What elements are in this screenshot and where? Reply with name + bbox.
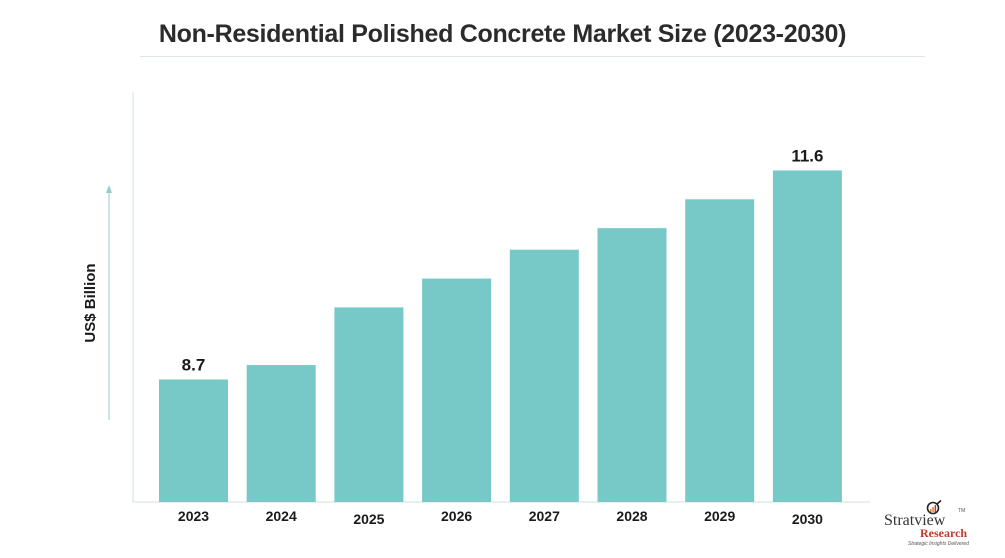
title-divider — [140, 56, 925, 57]
y-arrow-head — [106, 185, 112, 193]
data-label-2023: 8.7 — [182, 355, 206, 374]
magnifier-chart-icon — [926, 500, 942, 515]
bar-2027 — [509, 249, 579, 502]
chart-title: Non-Residential Polished Concrete Market… — [158, 20, 847, 48]
logo-research: Research — [920, 526, 968, 540]
bar-2029 — [685, 199, 755, 502]
bar-2023 — [159, 379, 228, 502]
bar-2030 — [772, 170, 842, 503]
stratview-logo: Stratview TM Research Strategic Insights… — [880, 500, 995, 552]
logo-tagline: Strategic Insights Delivered — [908, 541, 969, 547]
x-tick-label-2024: 2024 — [266, 508, 297, 524]
x-tick-label-2029: 2029 — [704, 508, 735, 524]
bar-2025 — [334, 307, 404, 502]
bar-2024 — [246, 365, 316, 502]
x-tick-label-2025: 2025 — [353, 511, 384, 527]
x-tick-label-2030: 2030 — [792, 511, 823, 527]
logo-name: Stratview — [884, 512, 946, 529]
x-tick-label-2023: 2023 — [178, 508, 209, 524]
x-tick-label-2027: 2027 — [529, 508, 560, 524]
data-label-2030: 11.6 — [791, 146, 823, 165]
y-axis-label: US$ Billion — [82, 263, 99, 342]
logo-trademark: TM — [958, 508, 966, 514]
x-tick-label-2028: 2028 — [616, 508, 647, 524]
bar-2028 — [597, 228, 667, 502]
bar-2026 — [422, 278, 492, 502]
x-tick-label-2026: 2026 — [441, 508, 472, 524]
